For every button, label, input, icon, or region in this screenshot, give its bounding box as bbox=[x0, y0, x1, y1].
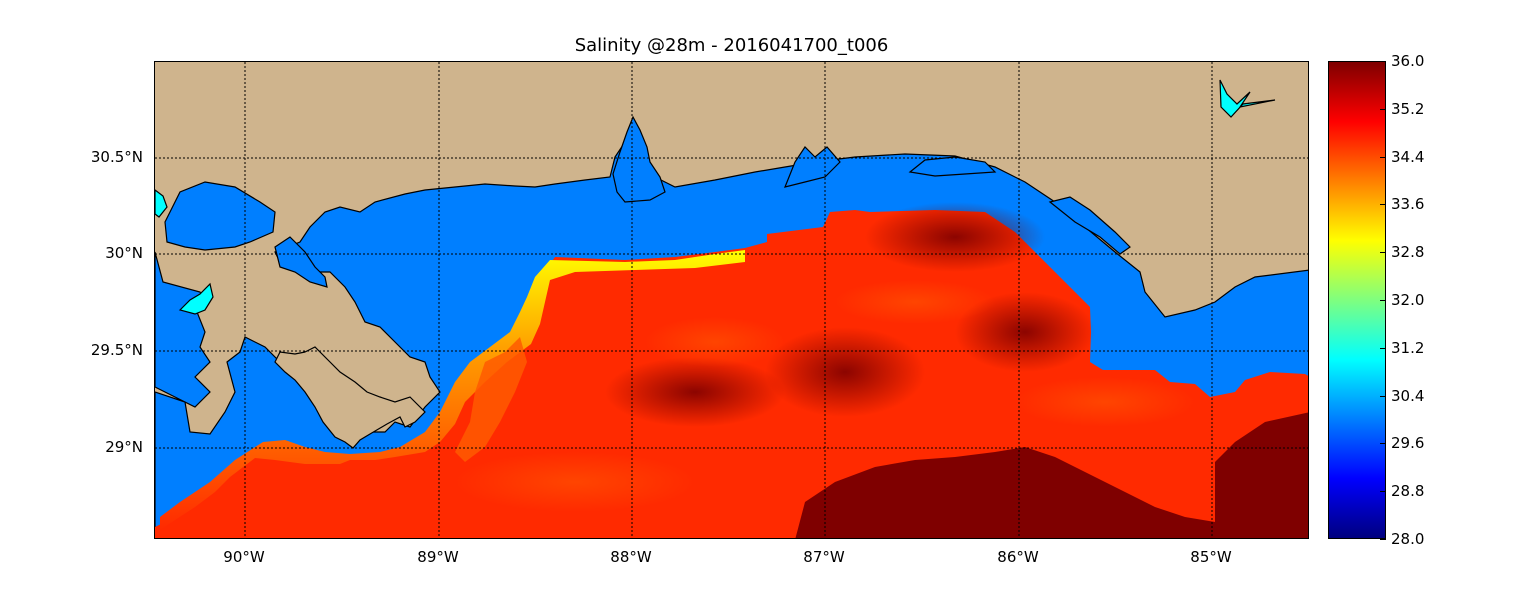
colorbar-tick-label: 28.8 bbox=[1391, 482, 1425, 501]
y-tick-label: 30°N bbox=[105, 244, 143, 262]
x-tick-label: 89°W bbox=[417, 548, 459, 566]
colorbar-tick-label: 33.6 bbox=[1391, 195, 1425, 214]
y-tick-label: 30.5°N bbox=[90, 148, 143, 166]
graticule bbox=[155, 62, 1308, 538]
colorbar-tick-label: 31.2 bbox=[1391, 338, 1425, 357]
colorbar-tick-mark bbox=[1380, 395, 1386, 397]
map-canvas bbox=[155, 62, 1308, 538]
colorbar-tick-label: 35.2 bbox=[1391, 99, 1425, 118]
colorbar-tick-label: 34.4 bbox=[1391, 147, 1425, 166]
colorbar-tick-label: 30.4 bbox=[1391, 386, 1425, 405]
lake-borgne bbox=[274, 236, 328, 288]
colorbar-tick-mark bbox=[1380, 252, 1386, 254]
x-tick-label: 87°W bbox=[803, 548, 845, 566]
salinity-map bbox=[154, 61, 1309, 539]
map-title: Salinity @28m - 2016041700_t006 bbox=[574, 35, 889, 56]
pensacola-bay bbox=[784, 146, 841, 188]
colorbar-tick-mark bbox=[1380, 156, 1386, 158]
colorbar-tick-mark bbox=[1380, 539, 1386, 540]
lake-pontchartrain bbox=[164, 181, 276, 251]
lake-seminole bbox=[1219, 79, 1276, 118]
mobile-bay bbox=[612, 115, 666, 203]
colorbar-tick-mark bbox=[1380, 347, 1386, 349]
colorbar-tick-label: 36.0 bbox=[1391, 52, 1425, 70]
st-andrew-bay bbox=[1048, 196, 1131, 255]
lake-maurepas bbox=[155, 189, 168, 218]
colorbar-tick-mark bbox=[1380, 61, 1386, 62]
colorbar-tick-mark bbox=[1380, 108, 1386, 110]
x-tick-label: 85°W bbox=[1190, 548, 1232, 566]
colorbar bbox=[1328, 61, 1386, 539]
choctawhatchee-bay bbox=[908, 156, 997, 177]
colorbar-tick-mark bbox=[1380, 300, 1386, 301]
colorbar-tick-label: 29.6 bbox=[1391, 434, 1425, 453]
y-tick-label: 29.5°N bbox=[90, 341, 143, 359]
inland-lake-west bbox=[178, 282, 214, 315]
x-tick-label: 88°W bbox=[610, 548, 652, 566]
mississippi-delta-land bbox=[274, 346, 426, 449]
x-tick-label: 86°W bbox=[997, 548, 1039, 566]
colorbar-tick-label: 32.0 bbox=[1391, 291, 1425, 309]
x-tick-label: 90°W bbox=[223, 548, 265, 566]
colorbar-tick-mark bbox=[1380, 204, 1386, 206]
colorbar-tick-label: 28.0 bbox=[1391, 530, 1425, 548]
salinity-field bbox=[155, 202, 1308, 538]
colorbar-tick-label: 32.8 bbox=[1391, 243, 1425, 262]
colorbar-tick-mark bbox=[1380, 491, 1386, 493]
y-tick-label: 29°N bbox=[105, 438, 143, 456]
colorbar-tick-mark bbox=[1380, 443, 1386, 445]
